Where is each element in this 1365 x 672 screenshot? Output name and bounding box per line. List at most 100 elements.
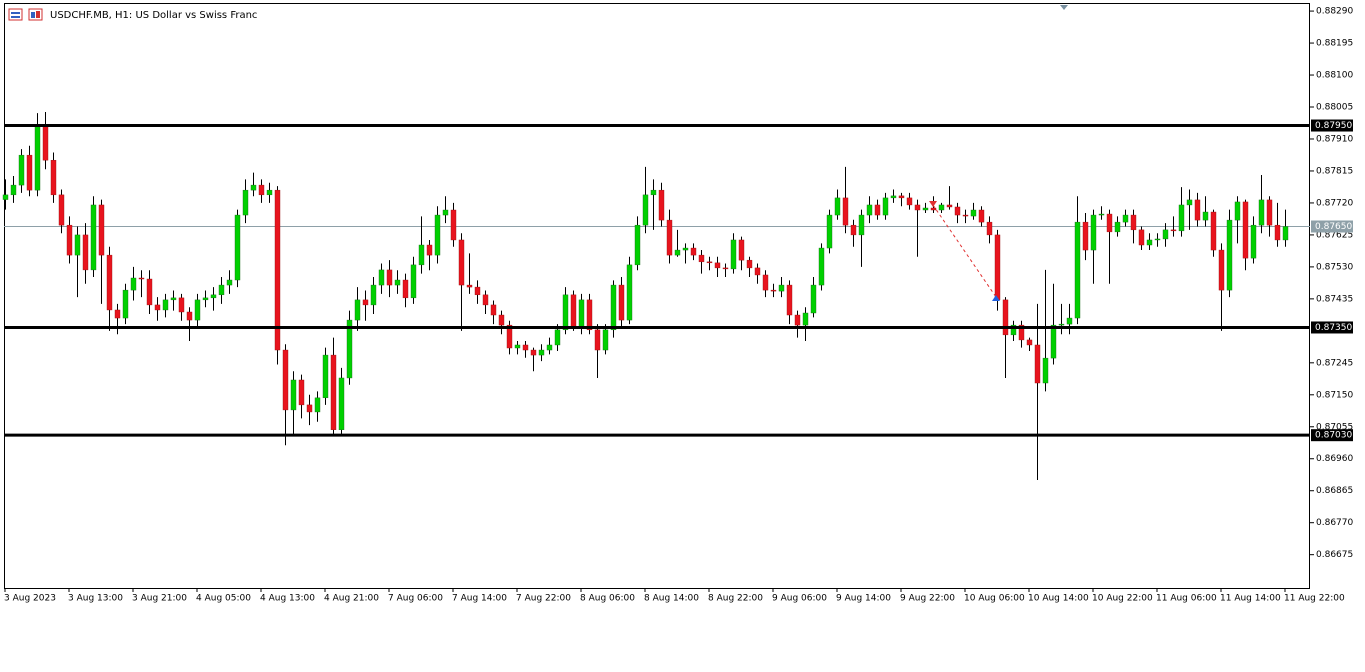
candle-body xyxy=(626,264,633,321)
candle-body xyxy=(178,297,185,313)
candle-body xyxy=(1202,211,1209,221)
candle-body xyxy=(994,234,1001,301)
icon xyxy=(11,12,20,14)
candle-body xyxy=(138,277,145,280)
y-tick-label: 0.87150 xyxy=(1316,390,1353,400)
candle-body xyxy=(18,154,25,186)
plot-frame xyxy=(4,3,1310,589)
icon xyxy=(28,8,43,21)
x-tick-label: 11 Aug 14:00 xyxy=(1220,594,1281,604)
x-tick-label: 8 Aug 14:00 xyxy=(644,594,699,604)
x-tick-label: 8 Aug 22:00 xyxy=(708,594,763,604)
candle-body xyxy=(562,294,569,331)
y-tick-label: 0.87910 xyxy=(1316,134,1353,144)
candle-body xyxy=(642,194,649,226)
candle-body xyxy=(946,204,953,208)
x-tick-label: 7 Aug 06:00 xyxy=(388,594,443,604)
level-label-box xyxy=(1311,429,1353,442)
candle-body xyxy=(250,184,257,191)
x-tick-label: 10 Aug 22:00 xyxy=(1092,594,1153,604)
y-tick-label: 0.87720 xyxy=(1316,198,1353,208)
candle-body xyxy=(226,279,233,286)
candle-body xyxy=(1098,213,1105,216)
x-tick-label: 4 Aug 13:00 xyxy=(260,594,315,604)
level-label: 0.87030 xyxy=(1315,431,1352,441)
buy-arrow xyxy=(992,295,1000,301)
candle-body xyxy=(1082,221,1089,251)
x-tick-label: 10 Aug 06:00 xyxy=(964,594,1025,604)
candle-body xyxy=(66,224,73,256)
candle-body xyxy=(978,209,985,223)
level-label-box xyxy=(1311,119,1353,132)
level-label-box xyxy=(1311,321,1353,334)
candle-body xyxy=(82,234,89,271)
candle-body xyxy=(42,124,49,161)
sell-arrow xyxy=(929,201,937,207)
x-tick-label: 3 Aug 21:00 xyxy=(132,594,187,604)
candle-body xyxy=(514,344,521,349)
x-tick-label: 9 Aug 22:00 xyxy=(900,594,955,604)
candle-body xyxy=(1066,317,1073,325)
candle-body xyxy=(10,184,17,196)
candle-body xyxy=(586,299,593,331)
candle-body xyxy=(1058,323,1065,326)
candle-body xyxy=(650,189,657,196)
candle-body xyxy=(986,221,993,236)
candle-body xyxy=(658,189,665,221)
icon xyxy=(36,11,40,18)
candle-body xyxy=(962,214,969,217)
candle-body xyxy=(722,267,729,270)
x-tick-label: 9 Aug 06:00 xyxy=(772,594,827,604)
candle-body xyxy=(474,286,481,296)
candle-body xyxy=(266,189,273,196)
candle-body xyxy=(754,267,761,276)
candle-body xyxy=(490,304,497,316)
candle-body xyxy=(546,344,553,351)
candle-body xyxy=(34,124,41,191)
plot xyxy=(2,112,1310,480)
candle-body xyxy=(1114,221,1121,233)
candle-body xyxy=(1242,201,1249,259)
icon xyxy=(8,8,23,21)
y-tick-label: 0.88290 xyxy=(1316,7,1353,17)
candle-body xyxy=(194,299,201,321)
candle-body xyxy=(274,189,281,351)
candle-body xyxy=(98,204,105,256)
candle-body xyxy=(122,289,129,319)
candle-body xyxy=(242,189,249,216)
candle-body xyxy=(674,249,681,256)
candle-body xyxy=(898,195,905,199)
x-tick-label: 7 Aug 22:00 xyxy=(516,594,571,604)
candle-body xyxy=(706,261,713,264)
candle-body xyxy=(1146,239,1153,246)
y-tick-label: 0.87815 xyxy=(1316,166,1353,176)
candle-body xyxy=(1138,229,1145,246)
price-label: 0.87650 xyxy=(1315,222,1352,232)
candle-body xyxy=(418,244,425,266)
candle-body xyxy=(186,311,193,321)
candle-body xyxy=(466,284,473,288)
candle-body xyxy=(482,294,489,306)
candle-body xyxy=(858,214,865,236)
candle-body xyxy=(762,274,769,291)
candle-body xyxy=(290,379,297,411)
candle-body xyxy=(1186,199,1193,206)
candle-body xyxy=(610,284,617,331)
candle-body xyxy=(906,197,913,206)
candle-body xyxy=(1050,324,1057,359)
x-tick-label: 11 Aug 22:00 xyxy=(1284,594,1345,604)
y-tick-label: 0.87055 xyxy=(1316,422,1353,432)
x-tick-label: 3 Aug 13:00 xyxy=(68,594,123,604)
candle-body xyxy=(130,277,137,291)
candle-body xyxy=(314,397,321,413)
candle-body xyxy=(522,344,529,351)
candle-body xyxy=(1122,214,1129,223)
candle-body xyxy=(282,349,289,411)
candle-body xyxy=(426,244,433,256)
candle-body xyxy=(778,284,785,292)
y-tick-label: 0.87435 xyxy=(1316,294,1353,304)
x-tick-label: 7 Aug 14:00 xyxy=(452,594,507,604)
trade-line xyxy=(932,204,997,298)
candle-body xyxy=(74,234,81,256)
